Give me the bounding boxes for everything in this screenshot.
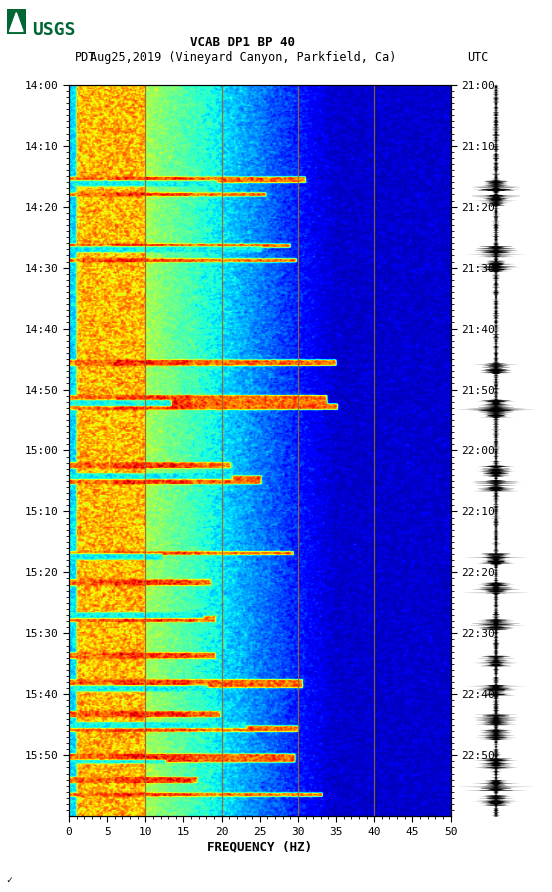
Polygon shape	[9, 12, 23, 31]
Text: VCAB DP1 BP 40: VCAB DP1 BP 40	[190, 36, 295, 49]
Text: PDT: PDT	[75, 51, 96, 64]
Text: Aug25,2019 (Vineyard Canyon, Parkfield, Ca): Aug25,2019 (Vineyard Canyon, Parkfield, …	[89, 51, 396, 64]
Text: ✓: ✓	[7, 875, 13, 885]
Polygon shape	[7, 9, 26, 34]
X-axis label: FREQUENCY (HZ): FREQUENCY (HZ)	[207, 841, 312, 854]
Text: UTC: UTC	[467, 51, 488, 64]
Text: USGS: USGS	[32, 21, 76, 38]
